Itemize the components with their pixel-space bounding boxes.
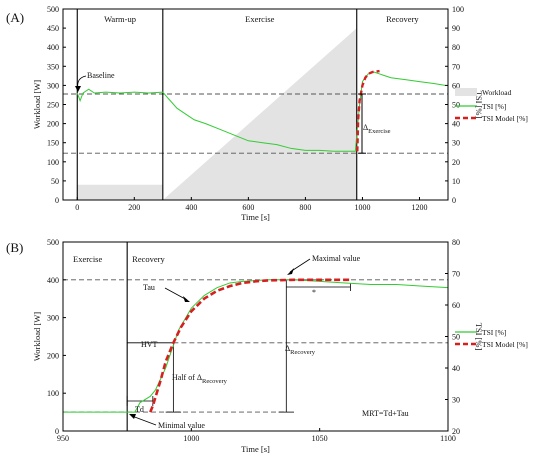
x-tick-label: 1000 [183,434,199,443]
delta-exercise-label: ΔExercise [363,123,391,135]
phase-label: Exercise [245,14,274,24]
workload-area [77,28,357,200]
minimal-value-arrow [131,415,157,426]
tau-arrowhead [183,296,190,302]
x-tick-label: 800 [299,203,311,212]
x-tick-label: 1000 [354,203,370,212]
y-right-tick-label: 60 [452,81,460,90]
legend-label: TSI [%] [482,102,506,111]
y-right-axis-label: TSI [%] [474,323,484,351]
phase-label: Exercise [73,254,102,264]
legend-label: TSI [%] [482,328,506,337]
y-left-tick-label: 200 [47,351,59,360]
y-left-axis-label: Workload [W] [32,312,42,361]
y-right-tick-label: 50 [452,101,460,110]
minimal-value-arrowhead [129,414,136,419]
y-left-tick-label: 450 [47,24,59,33]
legend-label: TSI Model [%] [482,114,528,123]
x-tick-label: 200 [128,203,140,212]
y-right-tick-label: 40 [452,364,460,373]
y-right-tick-label: 50 [452,333,460,342]
half-of-delta-label: Half of ΔRecovery [172,373,228,385]
y-left-tick-label: 500 [47,5,59,14]
y-right-axis-label: TSI [%] [474,91,484,119]
y-left-tick-label: 250 [47,101,59,110]
x-tick-label: 400 [185,203,197,212]
maximal-value-arrowhead [287,268,294,275]
panel-a: 0 200 400 600 800 1000 12000501001502002503003… [6,5,528,222]
y-left-tick-label: 300 [47,81,59,90]
tsi-model-line [149,278,351,413]
y-left-tick-label: 0 [55,196,59,205]
y-right-tick-label: 30 [452,396,460,405]
delta-recovery-label: ΔRecovery [285,344,316,356]
y-left-tick-label: 500 [47,238,59,247]
x-tick-label: 1200 [411,203,427,212]
tau-label: Tau [143,283,155,292]
baseline-annotation: Baseline [87,71,115,80]
x-tick-label: 950 [57,434,69,443]
x-tick-label: 0 [75,203,79,212]
minimal-value-label: Minimal value [158,421,205,430]
y-left-tick-label: 100 [47,158,59,167]
td-label: Td [135,405,144,414]
y-right-tick-label: 20 [452,158,460,167]
x-tick-label: 1050 [312,434,328,443]
tsi-series-line [76,71,446,152]
y-left-tick-label: 300 [47,314,59,323]
hvt-label: HVT [141,340,158,349]
y-left-axis-label: Workload [W] [32,80,42,129]
y-left-tick-label: 400 [47,43,59,52]
x-axis-label: Time [s] [241,444,270,454]
tsi-series-line [63,279,449,413]
y-left-tick-label: 400 [47,276,59,285]
tau-arrow [164,287,188,301]
baseline-arrowhead [75,86,81,92]
y-left-tick-label: 100 [47,389,59,398]
y-right-tick-label: 0 [452,196,456,205]
y-left-tick-label: 150 [47,139,59,148]
star-label: * [312,288,316,297]
legend-swatch-workload [455,88,477,96]
y-right-tick-label: 70 [452,270,460,279]
x-axis-label: Time [s] [241,212,270,222]
phase-label: Recovery [386,14,419,24]
y-right-tick-label: 90 [452,24,460,33]
phase-label: Recovery [132,254,165,264]
mrt-formula-label: MRT=Td+Tau [362,409,409,418]
y-left-tick-label: 350 [47,62,59,71]
y-right-tick-label: 80 [452,43,460,52]
panel-label: (B) [6,240,23,255]
plot-frame [62,241,449,432]
y-right-tick-label: 20 [452,427,460,436]
legend-label: TSI Model [%] [482,340,528,349]
panel-b: 950 1000 1050 1100 0 100 200 300 400 500 20 30 40 50 6… [6,238,528,454]
y-left-tick-label: 50 [51,177,59,186]
phase-label: Warm-up [104,14,136,24]
y-right-tick-label: 70 [452,62,460,71]
y-right-tick-label: 100 [452,5,464,14]
maximal-value-label: Maximal value [312,254,361,263]
y-left-tick-label: 200 [47,120,59,129]
y-right-tick-label: 60 [452,301,460,310]
panel-label: (A) [6,10,24,25]
x-tick-label: 1100 [440,434,456,443]
tsi-model-line [356,69,380,152]
y-right-tick-label: 10 [452,177,460,186]
y-right-tick-label: 80 [452,238,460,247]
y-right-tick-label: 40 [452,120,460,129]
y-left-tick-label: 0 [55,427,59,436]
x-tick-label: 600 [242,203,254,212]
legend-label: Workload [482,88,512,97]
y-right-tick-label: 30 [452,139,460,148]
